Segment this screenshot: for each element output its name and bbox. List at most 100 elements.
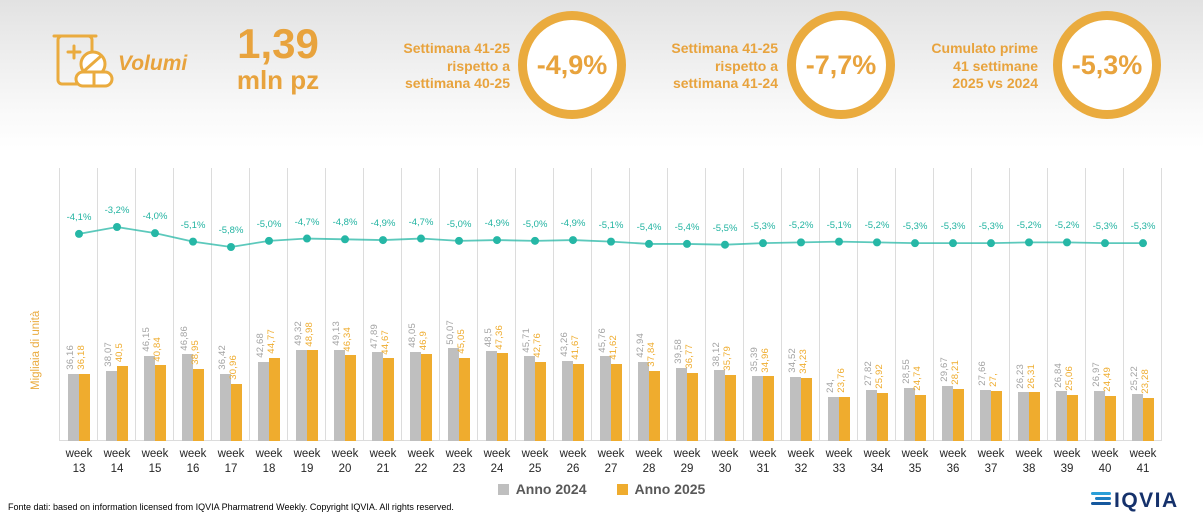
bar-2025 [459, 357, 470, 441]
bar-2024 [980, 389, 991, 441]
trend-point-label: -5,1% [826, 219, 852, 231]
bar-2025-value-label: 30,96 [228, 354, 239, 380]
bar-2025-value-label: 34,96 [760, 347, 771, 373]
kpi-1-value: -4,9% [536, 49, 608, 80]
trend-point-label: -5,4% [674, 221, 700, 233]
bar-2025-value-label: 44,67 [380, 329, 391, 355]
week-column: 49,32 48,98 week 19 [288, 168, 326, 475]
week-column: 27,82 25,92 week 34 [858, 168, 896, 475]
bar-2024-value-label: 26,97 [1091, 362, 1102, 388]
x-axis-label: week 34 [863, 448, 891, 475]
x-axis-label: week 24 [483, 448, 511, 475]
trend-point-label: -4,9% [484, 218, 510, 230]
trend-point-label: -5,0% [522, 218, 548, 230]
trend-point-label: -3,2% [104, 205, 130, 216]
bar-2024-value-label: 45,76 [597, 327, 608, 353]
week-column: 36,16 36,18 week 13 [60, 168, 98, 475]
bar-2025 [839, 397, 850, 441]
bar-2024 [942, 386, 953, 441]
x-axis-label: week 14 [103, 448, 131, 475]
x-axis-label: week 39 [1053, 448, 1081, 475]
bar-2025-value-label: 24,74 [912, 366, 923, 392]
week-column: 34,52 34,23 week 32 [782, 168, 820, 475]
trend-point-label: -5,3% [750, 221, 776, 233]
trend-point-label: -5,3% [1092, 221, 1118, 233]
week-column: 43,26 41,67 week 26 [554, 168, 592, 475]
week-column: 38,07 40,5 week 14 [98, 168, 136, 475]
trend-point-label: -4,0% [142, 211, 168, 223]
bar-2024 [258, 362, 269, 441]
bar-2024 [1132, 394, 1143, 441]
trend-point-label: -5,2% [1054, 220, 1080, 232]
bar-2024 [600, 356, 611, 441]
week-column: 46,15 40,84 week 15 [136, 168, 174, 475]
bar-2024 [220, 373, 231, 441]
bar-2025-value-label: 45,05 [456, 328, 467, 354]
bar-2024-value-label: 47,89 [369, 323, 380, 349]
bar-2024-value-label: 38,07 [103, 341, 114, 367]
bar-2024-value-label: 49,32 [293, 320, 304, 346]
bar-2024 [296, 349, 307, 441]
bar-2024 [828, 396, 839, 441]
bar-2025 [117, 366, 128, 441]
bar-2025-value-label: 46,9 [418, 330, 429, 351]
trend-point-label: -4,1% [66, 211, 92, 223]
x-axis-label: week 29 [673, 448, 701, 475]
bar-2025 [611, 364, 622, 441]
bar-2024-value-label: 34,52 [787, 348, 798, 374]
bar-2024 [1018, 392, 1029, 441]
bar-2024-value-label: 26,84 [1053, 362, 1064, 388]
trend-point-label: -5,2% [788, 220, 814, 232]
bar-2025-value-label: 25,06 [1064, 365, 1075, 391]
trend-point-label: -5,2% [1016, 220, 1042, 232]
bar-2024 [866, 389, 877, 441]
bar-2025-value-label: 24,49 [1102, 366, 1113, 392]
x-axis-label: week 25 [521, 448, 549, 475]
week-column: 45,76 41,62 week 27 [592, 168, 630, 475]
bar-2024-value-label: 42,68 [255, 333, 266, 359]
week-column: 48,05 46,9 week 22 [402, 168, 440, 475]
bar-2024-value-label: 28,55 [901, 359, 912, 385]
bar-2025-value-label: 25,92 [874, 364, 885, 390]
bar-2025 [725, 374, 736, 441]
legend-label-2025: Anno 2025 [634, 481, 706, 497]
week-column: 48,5 47,36 week 24 [478, 168, 516, 475]
kpi-2-label: Settimana 41-25 rispetto a settimana 41-… [608, 40, 778, 93]
bar-2024 [106, 370, 117, 441]
week-column: 46,86 38,95 week 16 [174, 168, 212, 475]
trend-point-label: -4,9% [560, 218, 586, 230]
bar-2025-value-label: 41,67 [570, 335, 581, 360]
bar-2025-value-label: 36,77 [684, 344, 695, 369]
x-axis-label: week 21 [369, 448, 397, 475]
kpi-1-label-line2: rispetto a [446, 57, 510, 74]
x-axis-label: week 27 [597, 448, 625, 475]
week-column: 36,42 30,96 week 17 [212, 168, 250, 475]
week-column: 26,97 24,49 week 40 [1086, 168, 1124, 475]
kpi-2-label-line1: Settimana 41-25 [671, 40, 778, 56]
bar-2024-value-label: 48,05 [407, 323, 418, 349]
bar-2024 [1094, 391, 1105, 441]
x-axis-label: week 37 [977, 448, 1005, 475]
week-column: 26,23 26,31 week 38 [1010, 168, 1048, 475]
bar-2025 [535, 361, 546, 441]
x-axis-label: week 17 [217, 448, 245, 475]
bar-2024-value-label: 45,71 [521, 327, 532, 353]
week-column: 26,84 25,06 week 39 [1048, 168, 1086, 475]
kpi-2-label-line2: rispetto a [714, 57, 778, 74]
bar-2025 [953, 388, 964, 441]
bar-2024-value-label: 46,15 [141, 326, 152, 352]
x-axis-label: week 19 [293, 448, 321, 475]
bar-2024-value-label: 26,23 [1015, 363, 1026, 389]
x-axis-label: week 18 [255, 448, 283, 475]
bar-2024 [334, 350, 345, 441]
bar-2025 [1029, 392, 1040, 441]
x-axis-label: week 13 [65, 448, 93, 475]
bar-2024-value-label: 38,12 [711, 341, 722, 367]
kpi-1-label-line3: settimana 40-25 [404, 75, 510, 91]
bar-2025-value-label: 23,28 [1140, 369, 1151, 394]
trend-point-label: -5,8% [218, 225, 244, 236]
bar-2025-value-label: 23,76 [836, 368, 847, 394]
bar-2024 [524, 356, 535, 441]
bar-2025-value-label: 41,62 [608, 335, 619, 361]
bar-2024-value-label: 36,42 [217, 344, 228, 370]
